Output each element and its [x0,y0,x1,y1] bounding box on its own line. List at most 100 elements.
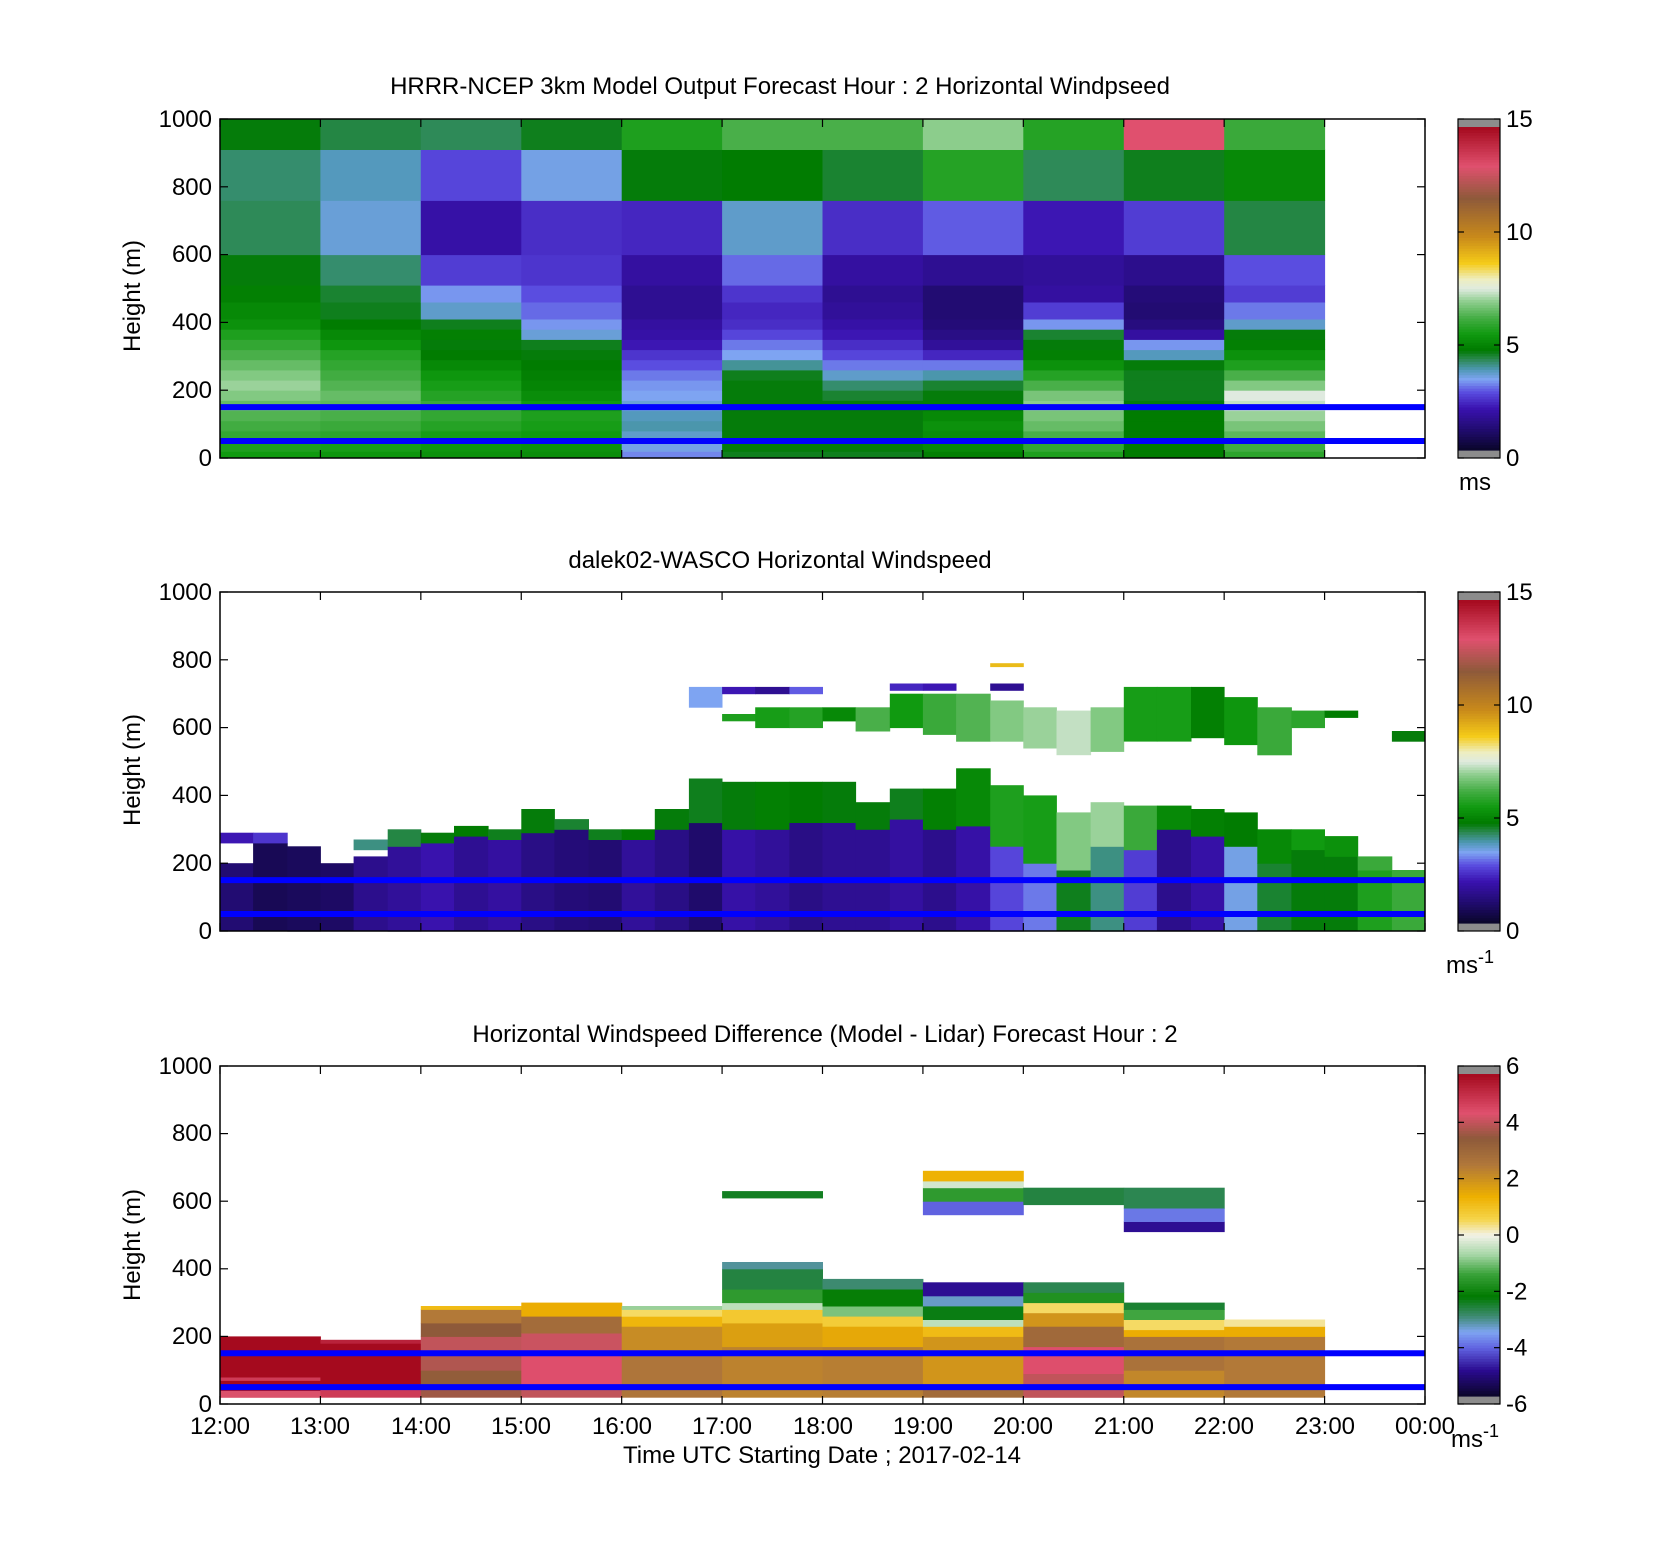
heatmap-cell [1023,451,1125,459]
colorbar-swatch [1458,640,1500,644]
colorbar-swatch [1458,205,1500,209]
heatmap-cell [922,683,957,691]
colorbar-swatch [1458,412,1500,416]
panel-title: Horizontal Windspeed Difference (Model -… [472,1021,1177,1048]
colorbar-end-cap [1458,450,1500,458]
colorbar-swatch [1458,404,1500,408]
colorbar-swatch [1458,183,1500,187]
colorbar-swatch [1458,629,1500,633]
y-ticks: 0 200 400 600 800 1000 [159,579,212,945]
colorbar-swatch [1458,1111,1500,1115]
colorbar-swatch [1458,836,1500,841]
heatmap-cell [320,410,422,422]
heatmap-cell [621,1309,723,1317]
heatmap-cell [521,369,623,381]
colorbar-swatch [1458,1291,1500,1295]
heatmap-cell [722,1268,823,1290]
heatmap-cell [1224,339,1326,351]
heatmap-cell [521,285,623,303]
heatmap-cell [320,390,422,401]
colorbar-swatch [1458,143,1500,147]
colorbar: -6 -4 -2 0 2 4 6 [1457,1053,1527,1418]
heatmap-cell [488,839,522,932]
heatmap-cell [922,1180,1024,1189]
y-tick-label: 0 [199,918,212,945]
heatmap-cell [621,359,723,371]
heatmap-cell [1023,1282,1125,1293]
colorbar-swatch [1458,1165,1500,1169]
colorbar-swatch [1458,1074,1500,1078]
colorbar-swatch [1458,1342,1500,1346]
heatmap-cell [220,380,321,391]
colorbar-swatch [1458,1283,1500,1287]
heatmap-cell [621,380,723,391]
heatmap-cell [922,339,1024,351]
colorbar-swatch [1458,1355,1500,1360]
colorbar-swatch [1458,1339,1500,1343]
heatmap-cell [420,390,522,401]
heatmap-cell [1123,420,1225,432]
colorbar-swatch [1458,1213,1500,1217]
heatmap-cell [320,339,422,351]
heatmap-cell [922,254,1024,286]
heatmap-cell [822,1278,924,1290]
heatmap-cell [621,420,723,432]
colorbar-swatch [1458,909,1500,913]
heatmap-cell [1090,802,1125,847]
colorbar-swatch [1458,761,1500,765]
heatmap-cell [1291,829,1325,851]
colorbar-swatch [1458,745,1500,749]
colorbar-swatch [1458,242,1500,247]
colorbar-swatch [1458,447,1500,451]
heatmap-cell [320,200,422,256]
y-tick-label: 800 [172,174,212,201]
colorbar-swatch [1458,396,1500,400]
y-axis-label: Height (m) [119,240,146,352]
heatmap-cell [1156,686,1192,742]
colorbar-swatch [1458,423,1500,427]
heatmap-cell [521,420,623,432]
heatmap-cell [253,832,288,844]
heatmap-cell [688,778,723,824]
colorbar-swatch [1458,1116,1500,1121]
heatmap-cell [722,451,823,459]
colorbar-swatch [1458,1237,1500,1241]
colorbar-swatch [1458,839,1500,843]
colorbar-swatch [1458,140,1500,144]
colorbar-swatch [1458,847,1500,851]
colorbar-end-cap [1458,592,1500,600]
colorbar-swatch [1458,1218,1500,1223]
colorbar-swatch [1458,608,1500,612]
colorbar-swatch [1458,1253,1500,1258]
colorbar-swatch [1458,202,1500,206]
heatmap-cell [654,809,690,830]
colorbar-swatch [1458,879,1500,884]
heatmap-cell [1324,836,1359,857]
heatmap-cell [1224,846,1258,932]
heatmap-cell [922,441,1024,452]
heatmap-cells [220,1170,1326,1398]
colorbar-swatch [1458,178,1500,182]
heatmap-cell [220,149,321,201]
x-tick-label: 22:00 [1194,1413,1254,1440]
heatmap-cell [922,200,1024,256]
heatmap-cell [822,254,924,286]
heatmap-cell [1224,369,1326,381]
heatmap-cell [1123,349,1225,361]
colorbar-swatch [1458,248,1500,252]
heatmap-cell [922,319,1024,330]
heatmap-cell [420,302,522,320]
heatmap-cell [420,380,522,391]
heatmap-cell [722,714,756,722]
heatmap-cell [220,1336,321,1378]
y-tick-label: 1000 [159,106,212,133]
colorbar-swatch [1458,739,1500,744]
colorbar-swatch [1458,850,1500,854]
heatmap-cell [922,693,957,735]
colorbar-swatch [1458,707,1500,711]
colorbar-swatch [1458,651,1500,655]
heatmap-cell [822,410,924,422]
colorbar-swatch [1458,1371,1500,1376]
colorbar-swatch [1458,1385,1500,1389]
heatmap-cell [822,200,924,256]
